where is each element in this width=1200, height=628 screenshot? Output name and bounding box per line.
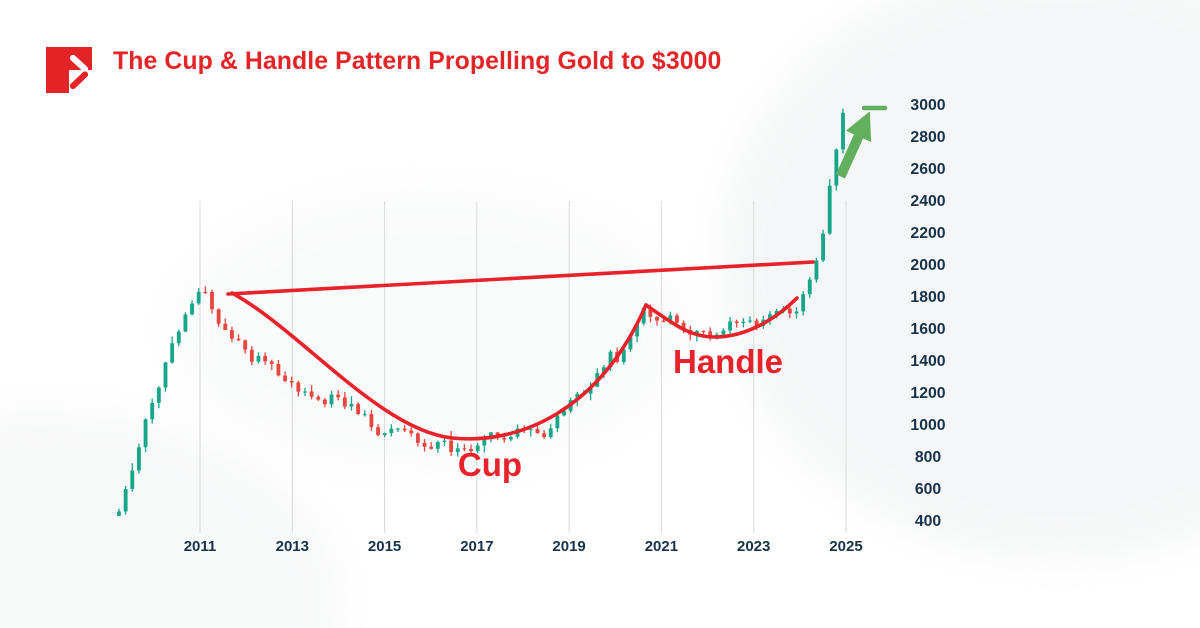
svg-text:2021: 2021	[645, 538, 678, 555]
svg-text:2000: 2000	[910, 257, 945, 274]
svg-text:2600: 2600	[910, 161, 945, 178]
svg-text:3000: 3000	[910, 97, 945, 114]
svg-text:2013: 2013	[276, 538, 309, 555]
svg-text:2023: 2023	[737, 538, 770, 555]
svg-text:1600: 1600	[910, 321, 945, 338]
svg-text:1000: 1000	[910, 417, 945, 434]
svg-text:Handle: Handle	[673, 343, 783, 380]
svg-text:400: 400	[915, 513, 942, 530]
svg-text:600: 600	[915, 481, 942, 498]
svg-text:2015: 2015	[368, 538, 401, 555]
svg-text:2800: 2800	[910, 129, 945, 146]
svg-text:2017: 2017	[460, 538, 493, 555]
svg-text:Cup: Cup	[458, 446, 522, 483]
svg-text:2400: 2400	[910, 193, 945, 210]
svg-text:800: 800	[915, 449, 942, 466]
svg-text:2200: 2200	[910, 225, 945, 242]
svg-text:2011: 2011	[184, 538, 217, 555]
svg-text:1200: 1200	[910, 385, 945, 402]
svg-text:1800: 1800	[910, 289, 945, 306]
svg-text:2025: 2025	[829, 538, 862, 555]
svg-text:2019: 2019	[552, 538, 585, 555]
svg-text:1400: 1400	[910, 353, 945, 370]
